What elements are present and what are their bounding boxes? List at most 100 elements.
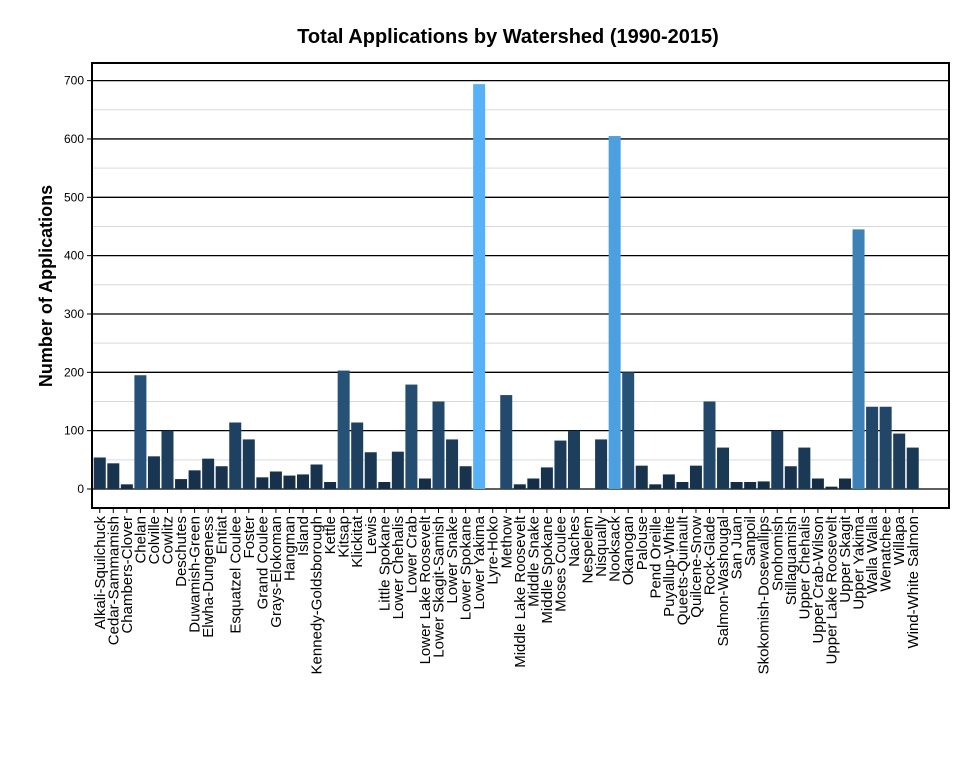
bars: [93, 84, 919, 490]
x-tick-label: Lower Yakima: [471, 515, 488, 609]
bar: [757, 481, 770, 489]
y-tick-label: 200: [64, 365, 84, 379]
x-tick-label: Klickitat: [349, 515, 366, 568]
bar: [554, 440, 567, 489]
y-tick-label: 400: [64, 249, 84, 263]
x-tick-label: Wind-White Salmon: [905, 516, 922, 649]
x-tick-label: Alkali-Squilchuck: [92, 516, 109, 630]
x-tick-label: Skokomish-Dosewallips: [756, 516, 773, 674]
x-tick-label: Cowlitz: [160, 516, 177, 564]
x-tick-label: Stillaguamish: [783, 516, 800, 605]
x-tick-label: Nespelem: [580, 516, 597, 584]
bar: [798, 447, 811, 489]
x-tick-label: Chelan: [132, 516, 149, 564]
x-tick-label: Deschutes: [173, 516, 190, 587]
bar: [147, 456, 160, 489]
bar: [120, 484, 133, 489]
x-tick-label: Sanpoil: [742, 516, 759, 566]
plot-border: [91, 62, 950, 509]
bar: [93, 457, 106, 489]
x-tick-label: Walla Walla: [864, 515, 881, 594]
bar: [866, 406, 879, 489]
bar: [337, 370, 350, 489]
x-tick-label: Middle Snake: [525, 516, 542, 607]
x-tick-label: Methow: [498, 516, 515, 569]
x-tick-label: Kettle: [322, 516, 339, 554]
bar: [269, 471, 282, 489]
x-tick-label: Quilcene-Snow: [688, 516, 705, 618]
x-tick-label: Salmon-Washougal: [715, 516, 732, 646]
x-tick-label: Lower Snake: [444, 516, 461, 604]
y-tick-label: 700: [64, 74, 84, 88]
x-tick-label: Duwamish-Green: [187, 516, 204, 633]
bar: [825, 486, 838, 489]
x-tick-label: Kitsap: [336, 516, 353, 558]
x-tick-label: Kennedy-Goldsborough: [309, 516, 326, 674]
x-tick-label: Naches: [566, 516, 583, 567]
y-tick-label: 100: [64, 424, 84, 438]
bar: [568, 430, 580, 489]
bar: [310, 464, 323, 489]
bar: [175, 479, 188, 489]
bar: [703, 401, 716, 489]
x-tick-label: Upper Crab-Wilson: [810, 516, 827, 644]
x-axis-ticks: Alkali-SquilchuckCedar-SammamishChambers…: [92, 508, 922, 674]
bar: [540, 467, 553, 489]
bar: [595, 439, 608, 489]
x-tick-label: Lower Lake Roosevelt: [417, 515, 434, 664]
bar: [839, 478, 851, 489]
bar: [324, 481, 337, 489]
x-tick-label: Little Spokane: [376, 516, 393, 611]
x-tick-label: Esquatzel Coulee: [227, 516, 244, 634]
x-tick-label: Foster: [241, 516, 258, 559]
bar: [446, 439, 459, 489]
x-tick-label: Entiat: [214, 515, 231, 554]
x-tick-label: Nisqually: [593, 516, 610, 577]
x-tick-label: Lower Crab: [403, 516, 420, 594]
bar: [527, 478, 540, 489]
x-tick-label: Palouse: [634, 516, 651, 570]
x-tick-label: Lyre-Hoko: [485, 516, 502, 585]
bar: [730, 481, 743, 489]
x-tick-label: Elwha-Dungeness: [200, 516, 217, 638]
bar: [473, 84, 486, 490]
bar: [662, 474, 675, 489]
bar: [351, 422, 364, 489]
x-tick-label: Upper Lake Roosevelt: [823, 515, 840, 664]
x-tick-label: Snohomish: [769, 516, 786, 591]
x-tick-label: Rock-Glade: [702, 516, 719, 595]
bar: [744, 481, 757, 489]
bar: [405, 384, 418, 489]
bar: [134, 375, 147, 489]
bar: [906, 447, 919, 489]
x-tick-label: Middle Lake Roosevelt: [512, 515, 529, 668]
x-tick-label: Grays-Elokoman: [268, 516, 285, 628]
bar: [378, 481, 391, 489]
x-tick-label: Island: [295, 516, 312, 556]
bar: [432, 401, 445, 489]
x-tick-label: Middle Spokane: [539, 516, 556, 624]
bar: [879, 406, 892, 489]
chart-title: Total Applications by Watershed (1990-20…: [297, 26, 719, 48]
bar: [635, 465, 648, 489]
bar: [161, 430, 174, 489]
bar: [364, 452, 377, 489]
x-tick-label: Pend Oreille: [647, 516, 664, 599]
bar: [852, 229, 865, 489]
bar: [717, 447, 730, 489]
x-tick-label: Cedar-Sammamish: [105, 516, 122, 645]
bar: [202, 458, 215, 489]
x-tick-label: Puyallup-White: [661, 516, 678, 617]
bar: [391, 451, 404, 489]
x-tick-label: Upper Yakima: [851, 515, 868, 609]
y-tick-label: 300: [64, 307, 84, 321]
x-tick-label: Chambers-Clover: [119, 516, 136, 634]
x-tick-label: Lower Chehalis: [390, 516, 407, 619]
y-axis-ticks: 0 100 200 300 400 500 600 700: [64, 74, 92, 496]
bar: [622, 372, 635, 489]
x-tick-label: Queets-Quinault: [674, 515, 691, 625]
bar: [649, 484, 662, 489]
bar: [893, 433, 906, 489]
bar: [229, 422, 242, 489]
